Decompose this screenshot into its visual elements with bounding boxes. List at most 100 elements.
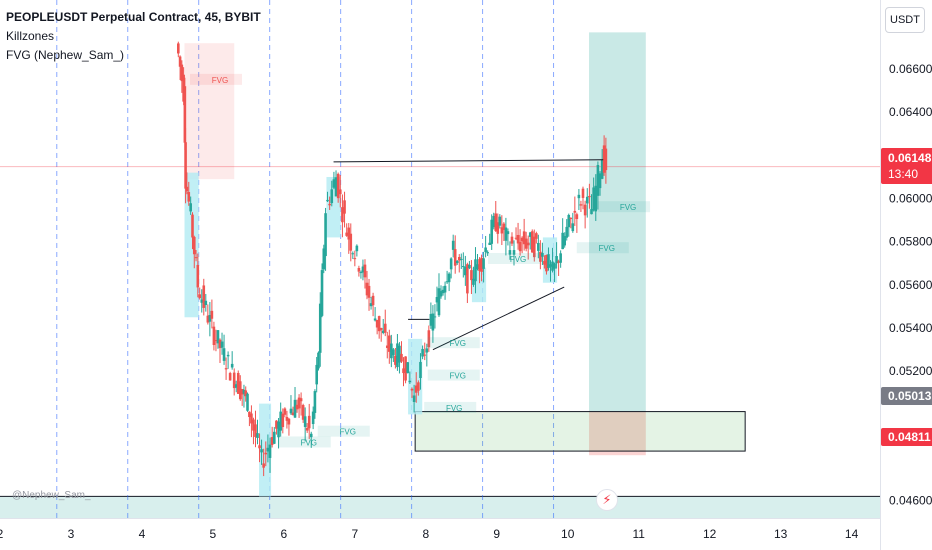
candle-body [332, 179, 336, 188]
x-tick-label: 7 [351, 527, 358, 541]
candle-body [345, 232, 348, 236]
candle-body [528, 232, 532, 237]
candle-body [242, 389, 246, 394]
candle-body [490, 219, 494, 244]
candle-body [526, 242, 530, 246]
candle-body [502, 223, 506, 230]
candle-body [390, 343, 393, 359]
candle-body [349, 233, 353, 251]
fvg-label: FVG [450, 372, 466, 381]
fvg-label-bg [190, 73, 242, 85]
candle-body [449, 258, 453, 270]
candle-body [230, 363, 234, 368]
candle-body [453, 249, 457, 266]
candle-body [410, 388, 414, 391]
candle-body [315, 364, 318, 385]
candle-body [498, 216, 502, 226]
candle-body [571, 223, 575, 232]
candle-body [482, 258, 485, 269]
fvg-label: FVG [340, 428, 356, 437]
candle-body [545, 254, 548, 272]
candle-body [210, 310, 214, 319]
candle-body [549, 264, 552, 267]
candle-body [322, 248, 326, 270]
candle-body [579, 204, 583, 206]
candle-body [236, 372, 240, 394]
candle-body [208, 314, 212, 322]
candle-body [480, 257, 483, 272]
indicator-killzones[interactable]: Killzones [6, 29, 55, 43]
candle-body [341, 207, 344, 223]
chart-legend: PEOPLEUSDT Perpetual Contract, 45, BYBIT… [6, 8, 261, 65]
candle-body [371, 295, 375, 306]
candle-body [351, 253, 355, 255]
candle-body [555, 256, 558, 264]
candle-body [392, 349, 395, 356]
candle-body [421, 348, 424, 357]
candle-body [204, 300, 208, 305]
candle-body [524, 238, 528, 249]
candle-body [492, 216, 496, 228]
candle-body [184, 142, 187, 189]
candle-body [423, 354, 427, 356]
fvg-box [184, 172, 199, 318]
x-tick-label: 5 [210, 527, 217, 541]
y-tick-label: 0.06000 [889, 192, 932, 206]
candle-body [355, 245, 359, 252]
candle-body [575, 214, 579, 220]
candle-body [369, 303, 373, 307]
y-tick-label: 0.06600 [889, 62, 932, 76]
candle-body [307, 415, 311, 429]
symbol-title[interactable]: PEOPLEUSDT Perpetual Contract, 45, BYBIT [6, 10, 261, 24]
candle-body [185, 186, 189, 192]
candle-body [510, 236, 514, 244]
currency-unit-button[interactable]: USDT [885, 7, 925, 33]
candle-body [486, 252, 489, 254]
candle-body [478, 259, 481, 271]
candle-body [508, 250, 512, 255]
candle-body [535, 233, 538, 239]
candle-body [272, 431, 276, 444]
candle-body [206, 315, 210, 323]
candle-body [328, 203, 331, 206]
candle-body [228, 373, 232, 381]
candle-body [567, 214, 571, 228]
candle-body [417, 382, 420, 391]
candle-body [585, 196, 589, 204]
fvg-label-bg [427, 369, 480, 381]
fvg-label: FVG [620, 203, 636, 212]
candle-body [604, 148, 608, 171]
x-tick-label: 9 [493, 527, 500, 541]
candle-body [563, 236, 567, 246]
candle-body [313, 391, 317, 413]
candle-body [433, 316, 437, 318]
fvg-label: FVG [300, 438, 316, 447]
indicator-fvg[interactable]: FVG (Nephew_Sam_) [6, 48, 125, 62]
candle-body [266, 447, 270, 452]
candle-body [557, 261, 560, 263]
candle-body [200, 299, 204, 303]
candle-body [218, 339, 222, 349]
candle-body [464, 266, 467, 276]
candle-body [462, 266, 465, 268]
x-tick-label: 12 [703, 527, 717, 541]
candle-body [248, 411, 251, 418]
candle-body [224, 368, 228, 370]
candle-body [553, 263, 556, 269]
candle-body [427, 330, 431, 348]
fvg-box [259, 403, 272, 497]
current-price-value: 0.06148 [888, 151, 932, 165]
candle-body [583, 204, 587, 216]
candle-body [289, 408, 293, 414]
candle-body [504, 227, 508, 241]
candle-body [270, 437, 274, 445]
support-trendline [432, 286, 565, 351]
candle-body [377, 316, 381, 332]
fvg-label: FVG [446, 404, 462, 413]
candle-body [258, 445, 261, 449]
fvg-label-bg [598, 201, 651, 213]
lightning-icon[interactable]: ⚡ [596, 489, 618, 511]
candle-body [256, 433, 259, 438]
candle-body [375, 319, 379, 328]
